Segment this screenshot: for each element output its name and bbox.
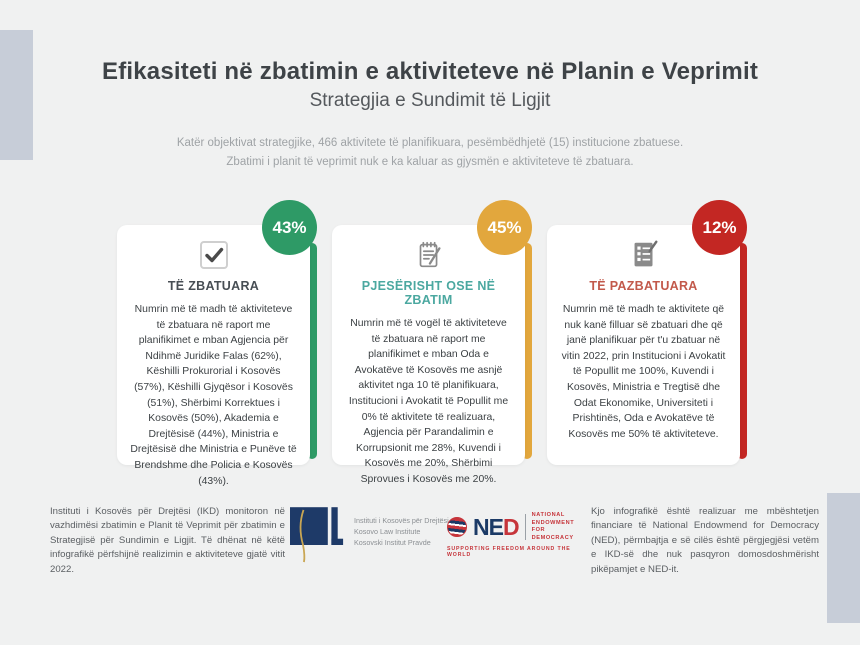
ikd-name-sr: Kosovski Institut Pravde xyxy=(354,538,431,548)
intro-line-1: Katër objektivat strategjike, 466 aktivi… xyxy=(176,137,684,149)
ned-tagline: NATIONAL ENDOWMENT FOR DEMOCRACY xyxy=(531,512,575,541)
card-panel: TË PAZBATUARA Numrin më të madh te aktiv… xyxy=(547,225,740,465)
card-accent-ribbon xyxy=(522,243,532,459)
page-title: Efikasiteti në zbatimin e aktiviteteve n… xyxy=(101,58,759,85)
header: Efikasiteti në zbatimin e aktiviteteve n… xyxy=(0,58,860,172)
intro-text: Katër objektivat strategjike, 466 aktivi… xyxy=(0,134,860,172)
card-panel: TË ZBATUARA Numrin më të madh të aktivit… xyxy=(117,225,310,487)
card-title: PJESËRISHT OSE NË ZBATIM xyxy=(361,279,496,307)
card-body-text: Numrin më të madh të aktiviteteve të zba… xyxy=(130,304,297,487)
intro-line-2: Zbatimi i planit të veprimit nuk e ka ka… xyxy=(226,155,634,168)
notepad-pencil-icon xyxy=(345,237,512,273)
footer-ikd-note: Instituti i Kosovës për Drejtësi (IKD) m… xyxy=(50,506,285,575)
card-te-pazbatuara: 12% TË PAZBATUARA Numrin më të madh te a… xyxy=(547,200,747,465)
card-pjeserisht-ose-ne-zbatim: 45% PJESËRISHT OSE NË ZBATIM Numrin më t… xyxy=(332,200,532,485)
checklist-pencil-icon xyxy=(560,237,727,273)
card-body-text: Numrin më të madh te aktivitete që nuk k… xyxy=(561,304,726,440)
ned-divider xyxy=(524,514,526,541)
ikd-logo-block: Instituti i Kosovës për Drejtësi Kosovo … xyxy=(290,507,449,570)
decor-rect-bottom-right xyxy=(827,493,860,623)
card-body-text: Numrin më të vogël të aktiviteteve të zb… xyxy=(348,318,509,486)
ned-slogan: SUPPORTING FREEDOM AROUND THE WORLD xyxy=(447,546,571,559)
footer-ned-disclaimer: Kjo infografikë është realizuar me mbësh… xyxy=(591,506,819,575)
ikd-name-sq: Instituti i Kosovës për Drejtësi xyxy=(354,516,449,525)
percentage-badge: 12% xyxy=(692,200,747,255)
page-subtitle: Strategjia e Sundimit të Ligjit xyxy=(309,90,551,111)
percentage-badge: 45% xyxy=(477,200,532,255)
card-title: TË PAZBATUARA xyxy=(589,279,698,293)
card-title: TË ZBATUARA xyxy=(167,279,260,293)
card-te-zbatuara: 43% TË ZBATUARA Numrin më të madh të akt… xyxy=(117,200,317,487)
decor-rect-top-left xyxy=(0,30,33,160)
card-accent-ribbon xyxy=(737,243,747,459)
ned-logo-block: NED NATIONAL ENDOWMENT FOR DEMOCRACY SUP… xyxy=(447,512,587,558)
card-panel: PJESËRISHT OSE NË ZBATIM Numrin më të vo… xyxy=(332,225,525,485)
ikd-name-en: Kosovo Law Institute xyxy=(354,527,421,537)
card-accent-ribbon xyxy=(307,243,317,459)
ned-globe-icon xyxy=(447,517,467,538)
ikd-logo-text: Instituti i Kosovës për Drejtësi Kosovo … xyxy=(354,515,449,548)
ikd-logo-icon xyxy=(290,507,344,570)
checkbox-check-icon xyxy=(130,237,297,273)
ned-wordmark: NED xyxy=(473,513,520,540)
percentage-badge: 43% xyxy=(262,200,317,255)
